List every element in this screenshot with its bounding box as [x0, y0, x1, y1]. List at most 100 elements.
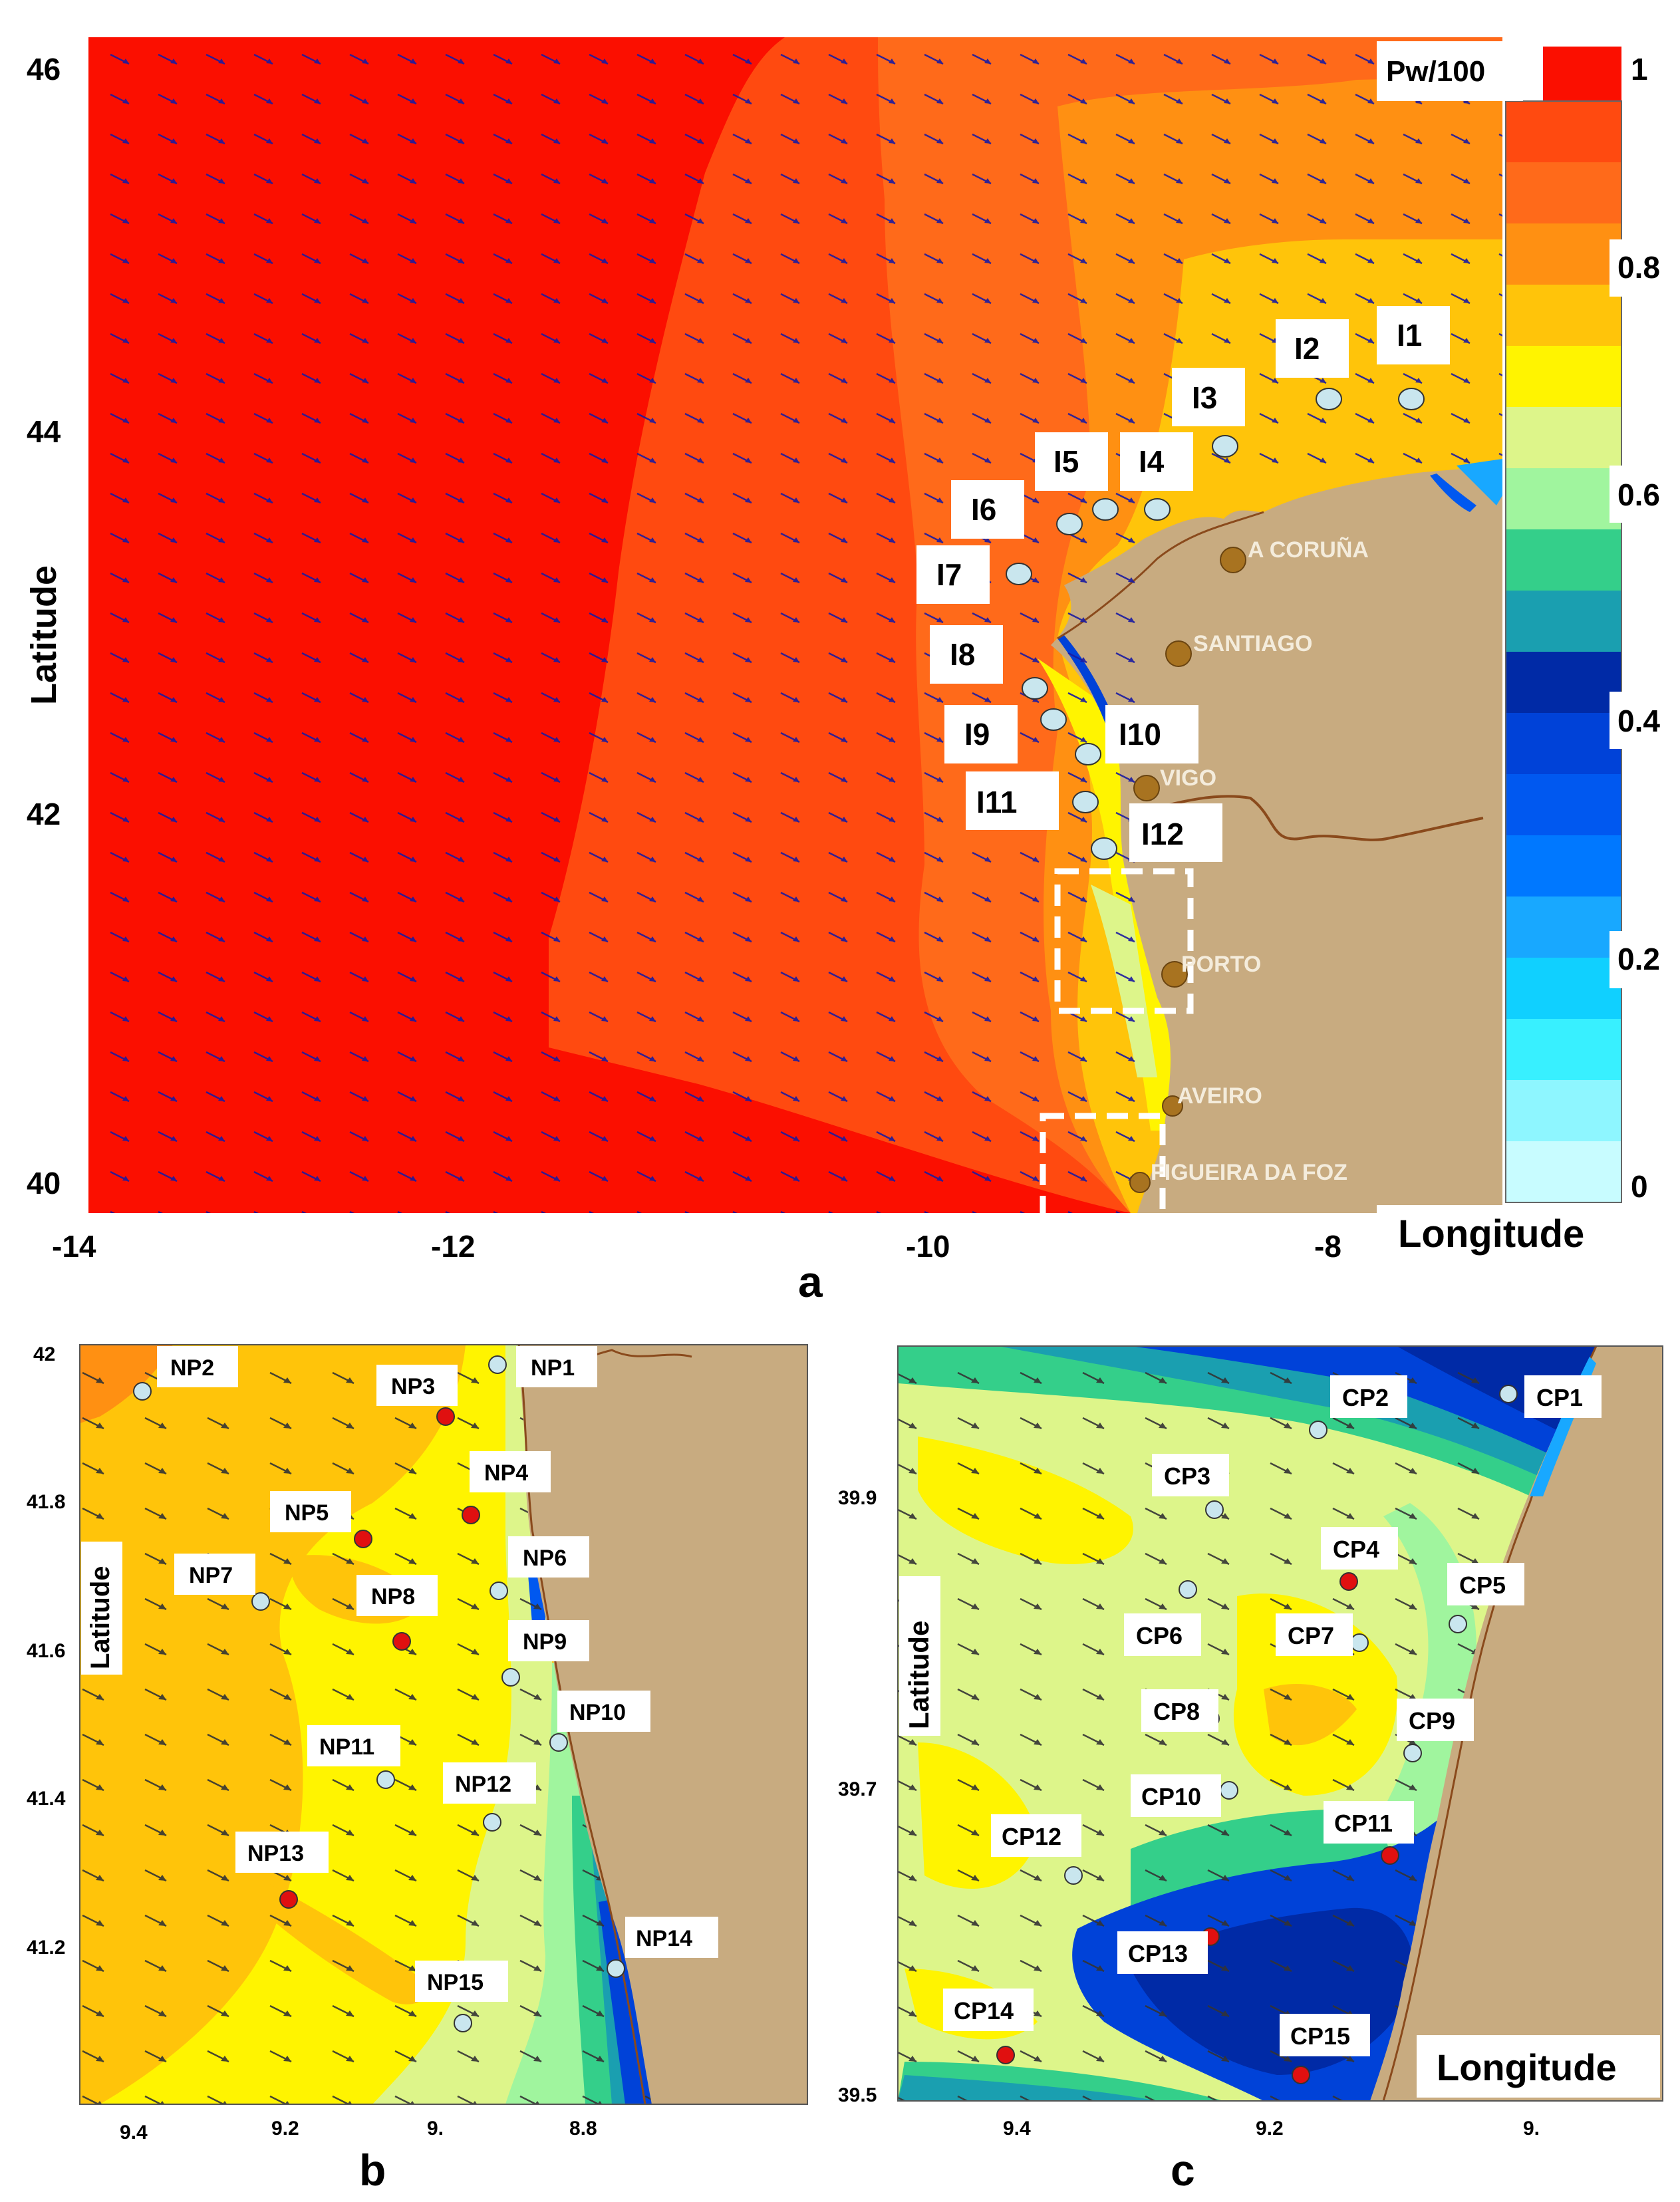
point-label: CP10 — [1141, 1783, 1201, 1810]
station-point — [462, 1506, 480, 1524]
station-point — [501, 1668, 520, 1687]
x-tick-label: -10 — [906, 1229, 950, 1264]
panel-b-points — [133, 1355, 625, 2032]
x-tick-label: 8.8 — [569, 2118, 597, 2139]
station-point — [1449, 1615, 1467, 1633]
x-tick-label: 9. — [1523, 2118, 1540, 2139]
x-tick-label: 9. — [427, 2118, 444, 2139]
station-point — [490, 1582, 508, 1600]
city-label: PORTO — [1181, 952, 1261, 977]
point-label: I4 — [1139, 444, 1165, 479]
colorbar-cell — [1506, 1019, 1621, 1081]
land-portugal-centre — [1370, 1346, 1663, 2101]
panel-letter: a — [798, 1257, 823, 1306]
station-point — [376, 1770, 395, 1789]
point-label: CP15 — [1290, 2022, 1350, 2050]
point-label: NP15 — [427, 1970, 484, 1995]
station-point — [1381, 1846, 1399, 1865]
city-label: SANTIAGO — [1193, 631, 1312, 656]
station-point — [1403, 1744, 1422, 1762]
panel-c-point-labels: CP1 CP2 CP3 CP4 CP5 CP6 CP7 CP8 CP9 CP10… — [943, 1375, 1602, 2056]
panel-b-map — [80, 1345, 807, 2104]
colorbar-cell — [1506, 529, 1621, 591]
station-point — [1499, 1385, 1518, 1403]
city-label: A CORUÑA — [1248, 537, 1369, 563]
colorbar-frame — [1505, 100, 1622, 1203]
point-label: NP11 — [319, 1734, 374, 1760]
point-label: NP2 — [170, 1355, 214, 1381]
panel-a-point-labels: I1 I2 I3 I4 I5 I6 I7 I8 I9 I10 I11 I12 — [916, 306, 1450, 862]
colorbar-cell — [1506, 101, 1621, 163]
point-label: I3 — [1192, 380, 1217, 415]
colorbar-cell — [1506, 223, 1621, 285]
colorbar-cell — [1506, 468, 1621, 530]
station-point — [1316, 388, 1342, 410]
station-point — [549, 1733, 568, 1752]
station-point — [1040, 708, 1067, 731]
y-tick-label: 41.2 — [27, 1937, 65, 1959]
point-label: CP7 — [1288, 1622, 1334, 1649]
colorbar-top-cell — [1543, 47, 1621, 101]
y-tick-label: 46 — [27, 52, 61, 86]
station-point — [1091, 837, 1117, 860]
station-point — [607, 1959, 625, 1978]
station-point — [1398, 388, 1425, 410]
colorbar-tick-label: 0.6 — [1617, 478, 1660, 512]
point-label: CP11 — [1334, 1810, 1393, 1837]
station-point — [454, 2014, 472, 2032]
colorbar-cell — [1506, 774, 1621, 836]
point-label: CP9 — [1409, 1707, 1455, 1734]
city-marker — [1220, 547, 1246, 573]
point-label: I11 — [976, 785, 1017, 819]
colorbar-tick-label: 0 — [1631, 1169, 1648, 1204]
land-iberia — [1051, 466, 1502, 1213]
colorbar-tick-label: 0.2 — [1617, 942, 1660, 976]
y-axis-title: Latitude — [903, 1621, 934, 1729]
y-tick-label: 42 — [33, 1343, 55, 1365]
point-label: I1 — [1397, 318, 1422, 352]
y-tick-label: 42 — [27, 797, 61, 831]
point-label: CP6 — [1136, 1622, 1183, 1649]
point-label: NP3 — [391, 1374, 435, 1399]
colorbar-tick-label: 0.8 — [1617, 250, 1660, 285]
station-point — [1179, 1580, 1197, 1599]
point-label: NP5 — [285, 1500, 329, 1526]
city-marker — [1133, 775, 1160, 801]
station-point — [1339, 1572, 1358, 1591]
station-point — [279, 1890, 298, 1909]
point-label: CP5 — [1459, 1572, 1506, 1599]
panel-c-axes: 39.9 39.7 39.5 Latitude 9.4 9.2 9. Longi… — [838, 1487, 1660, 2195]
y-tick-label: 39.9 — [838, 1487, 877, 1509]
station-point — [1292, 2066, 1310, 2084]
colorbar-tick-label: 1 — [1631, 52, 1648, 86]
city-label: VIGO — [1160, 765, 1216, 791]
colorbar-cell — [1506, 1080, 1621, 1142]
city-label: AVEIRO — [1177, 1083, 1262, 1109]
station-point — [1212, 435, 1238, 458]
land-portugal-north — [519, 1345, 807, 2104]
colorbar-title: Pw/100 — [1386, 55, 1485, 88]
colorbar-cell — [1506, 162, 1621, 224]
station-point — [1092, 498, 1119, 521]
colorbar-cell — [1506, 835, 1621, 897]
panel-a-map — [88, 37, 1502, 1213]
colorbar-cell — [1506, 407, 1621, 469]
y-tick-label: 41.6 — [27, 1640, 65, 1662]
point-label: NP4 — [484, 1460, 528, 1486]
panel-letter: c — [1171, 2145, 1195, 2195]
station-point — [436, 1407, 455, 1426]
point-label: I2 — [1294, 331, 1320, 366]
colorbar-cell — [1506, 652, 1621, 714]
point-label: I9 — [964, 717, 990, 752]
point-label: NP8 — [371, 1584, 415, 1609]
point-label: I12 — [1141, 817, 1184, 851]
point-label: NP1 — [531, 1355, 575, 1381]
point-label: CP3 — [1164, 1462, 1210, 1490]
city-marker — [1129, 1172, 1151, 1193]
point-label: NP13 — [247, 1841, 304, 1866]
point-label: CP2 — [1342, 1384, 1389, 1411]
panel-a-axes: 46 44 42 40 Latitude -14 -12 -10 -8 Long… — [13, 37, 1643, 1306]
colorbar-cell — [1506, 346, 1621, 408]
point-label: NP6 — [523, 1546, 567, 1571]
